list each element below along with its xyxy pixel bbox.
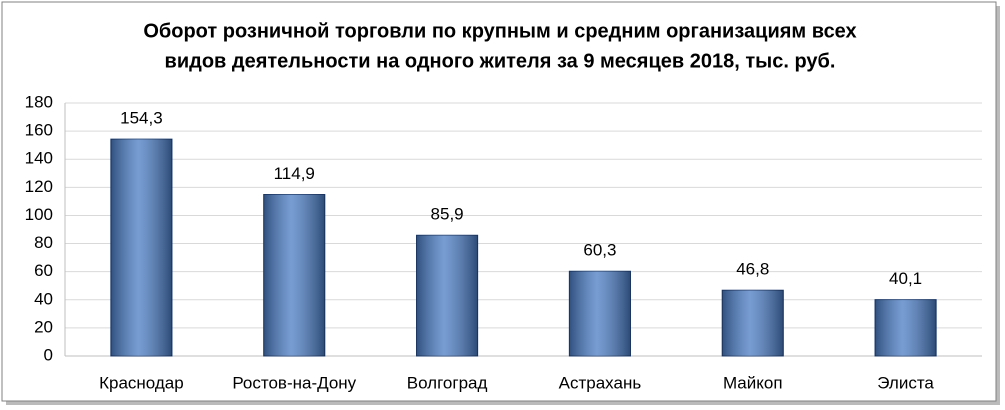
x-tick-label: Волгоград: [407, 373, 488, 392]
x-tick-label: Ростов-на-Дону: [232, 373, 356, 392]
x-tick-label: Астрахань: [559, 373, 642, 392]
y-tick-label: 140: [25, 149, 53, 168]
bar-shine: [875, 299, 937, 356]
value-label: 154,3: [120, 109, 163, 128]
y-tick-label: 0: [44, 345, 53, 364]
x-tick-label: Краснодар: [99, 373, 184, 392]
bar-shine: [722, 290, 784, 356]
y-tick-label: 180: [25, 92, 53, 111]
y-tick-label: 80: [34, 233, 53, 252]
y-tick-label: 160: [25, 121, 53, 140]
chart-title: Оборот розничной торговли по крупным и с…: [143, 20, 856, 42]
y-tick-label: 20: [34, 317, 53, 336]
x-tick-label: Элиста: [877, 373, 934, 392]
value-label: 60,3: [583, 241, 616, 260]
value-label: 85,9: [431, 205, 464, 224]
bar-shine: [110, 139, 172, 356]
value-label: 40,1: [889, 269, 922, 288]
bar-shine: [569, 271, 631, 356]
bar-shine: [416, 235, 478, 356]
y-tick-label: 40: [34, 289, 53, 308]
value-label: 46,8: [736, 260, 769, 279]
y-tick-label: 120: [25, 177, 53, 196]
chart-title: видов деятельности на одного жителя за 9…: [165, 50, 836, 72]
bar-shine: [263, 194, 325, 356]
value-label: 114,9: [274, 164, 315, 183]
y-tick-label: 100: [25, 205, 53, 224]
y-tick-label: 60: [34, 261, 53, 280]
x-tick-label: Майкоп: [723, 373, 783, 392]
